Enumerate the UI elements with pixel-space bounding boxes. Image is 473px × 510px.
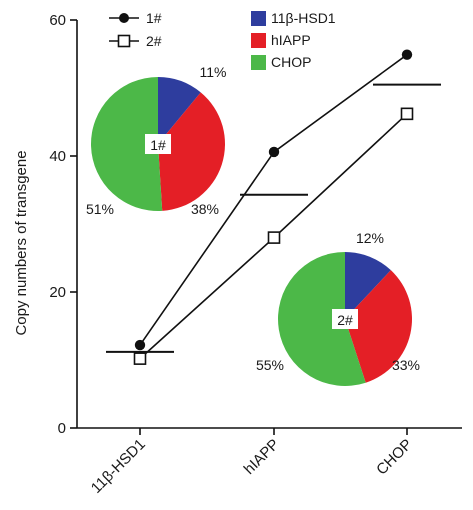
pie-percent-label: 55% [256,357,284,373]
y-axis-title: Copy numbers of transgene [13,150,30,335]
pie-slice [158,77,201,144]
y-tick-label: 0 [58,420,66,437]
pie-slice [345,252,391,319]
pie-center-label-bg [145,134,171,154]
legend-label: 2# [146,33,162,49]
pie-percent-label: 51% [86,201,114,217]
data-point [133,352,147,365]
y-tick-label: 60 [49,12,66,29]
legend-color-swatch [251,55,266,70]
legend-marker [117,34,131,48]
pie-slice [158,92,225,211]
data-point [134,339,146,351]
y-tick-label: 40 [49,148,66,165]
pie-percent-label: 38% [191,201,219,217]
pie-center-label: 2# [337,312,353,328]
y-tick-label: 20 [49,284,66,301]
pie-center-label-bg [332,309,358,329]
pie-percent-label: 11% [200,64,227,80]
data-point [267,231,281,244]
legend-color-swatch [251,11,266,26]
legend-label: 11β-HSD1 [271,10,336,26]
pie-slice [90,77,163,212]
pie-charts: 1# 11% 38% 51% 2# 12% 33% 55% [86,64,420,386]
legends: 1# 2# 11β-HSD1 hIAPP CHOP [109,10,336,70]
pie-center-label: 1# [150,137,166,153]
pie-percent-label: 33% [392,357,420,373]
x-tick-label: 11β-HSD1 [88,436,149,497]
pie-chart-2: 2# 12% 33% 55% [256,230,420,386]
legend-label: CHOP [271,54,311,70]
data-point [401,49,413,60]
pie-slice [345,270,413,383]
x-tick-label: hIAPP [241,436,283,478]
legend-label: 1# [146,10,162,26]
legend-color-swatch [251,33,266,48]
legend-marker [119,13,129,23]
pie-percent-label: 12% [356,230,384,246]
data-point [268,146,280,158]
pie-slice [278,252,366,386]
pie-chart-1: 1# 11% 38% 51% [86,64,227,217]
line-series [106,49,441,365]
x-tick-label: CHOP [373,436,416,479]
legend-label: hIAPP [271,32,311,48]
data-point [400,107,414,121]
